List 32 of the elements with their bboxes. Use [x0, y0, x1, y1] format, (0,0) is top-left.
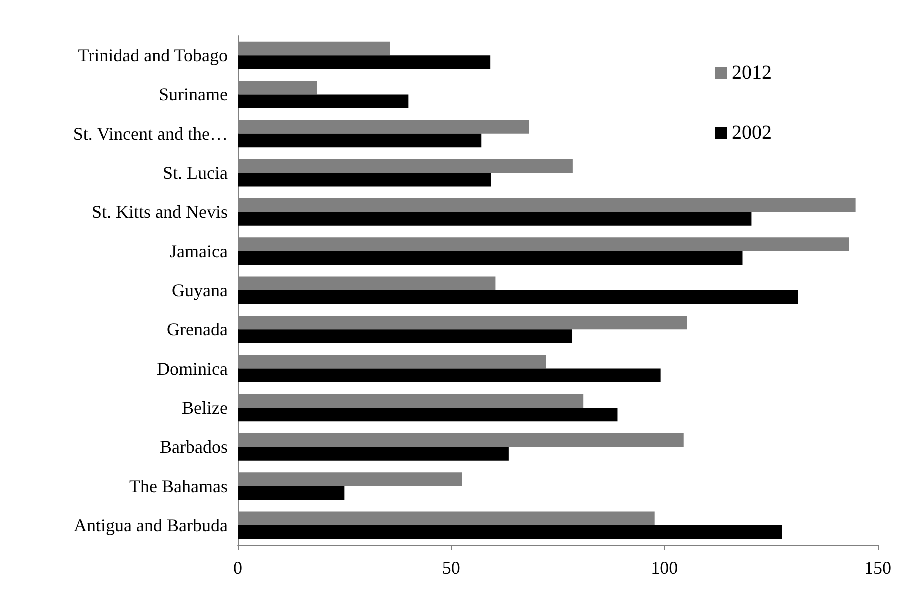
bar	[238, 486, 345, 500]
x-tick-label: 50	[442, 558, 460, 578]
y-tick-label: Guyana	[172, 280, 228, 300]
bar	[238, 212, 752, 226]
y-tick-label: Jamaica	[170, 241, 228, 262]
bar	[238, 525, 782, 540]
y-tick-label: Belize	[182, 398, 228, 418]
y-tick-label: Dominica	[157, 358, 228, 379]
bar	[238, 447, 509, 461]
bar	[238, 330, 573, 344]
y-tick-label: St. Vincent and the…	[73, 124, 228, 144]
x-tick-label: 100	[651, 558, 678, 578]
legend-label: 2012	[732, 62, 772, 84]
y-tick-label: Grenada	[167, 320, 228, 340]
bar	[238, 134, 482, 148]
bar	[238, 368, 661, 383]
bar	[238, 173, 492, 187]
y-tick-label: Barbados	[160, 437, 228, 458]
bar	[238, 56, 491, 70]
y-tick-label: Trinidad and Tobago	[78, 46, 228, 66]
bar	[238, 290, 798, 304]
x-tick-label: 0	[234, 558, 242, 578]
legend-label: 2002	[732, 122, 772, 144]
bar	[238, 251, 743, 266]
y-tick-label: Antigua and Barbuda	[74, 515, 228, 536]
bar	[238, 408, 618, 422]
y-tick-label: St. Lucia	[163, 163, 228, 184]
bar	[238, 94, 409, 108]
y-tick-label: St. Kitts and Nevis	[92, 202, 228, 222]
y-tick-label: The Bahamas	[130, 476, 228, 496]
y-tick-label: Suriname	[159, 84, 228, 105]
x-tick-label: 150	[864, 558, 892, 578]
